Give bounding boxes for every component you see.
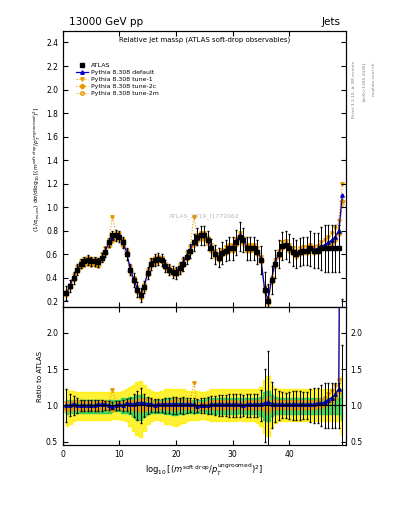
Text: mcplots.cern.ch: mcplots.cern.ch: [371, 61, 375, 96]
Text: Jets: Jets: [321, 16, 340, 27]
Text: [arXiv:1306.3436]: [arXiv:1306.3436]: [362, 61, 365, 101]
Text: 13000 GeV pp: 13000 GeV pp: [68, 16, 143, 27]
X-axis label: $\log_{10}[(m^{\rm soft\ drop}/p_T^{\rm ungroomed})^2]$: $\log_{10}[(m^{\rm soft\ drop}/p_T^{\rm …: [145, 462, 263, 478]
Y-axis label: Ratio to ATLAS: Ratio to ATLAS: [37, 351, 43, 402]
Text: ATLAS_2019_I1772062: ATLAS_2019_I1772062: [169, 213, 240, 219]
Text: Rivet 3.1.10, ≥ 3M events: Rivet 3.1.10, ≥ 3M events: [352, 61, 356, 118]
Legend: ATLAS, Pythia 8.308 default, Pythia 8.308 tune-1, Pythia 8.308 tune-2c, Pythia 8: ATLAS, Pythia 8.308 default, Pythia 8.30…: [75, 61, 160, 97]
Y-axis label: $(1/\sigma_{\rm resum})\ {\rm d}\sigma/{\rm d}\log_{10}[(m^{\rm soft\ drop}/p_T^: $(1/\sigma_{\rm resum})\ {\rm d}\sigma/{…: [32, 106, 43, 232]
Text: Relative jet massρ (ATLAS soft-drop observables): Relative jet massρ (ATLAS soft-drop obse…: [119, 36, 290, 42]
